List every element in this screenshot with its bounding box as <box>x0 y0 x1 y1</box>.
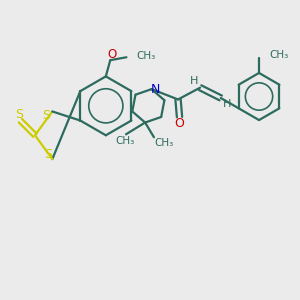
Text: O: O <box>175 117 184 130</box>
Text: CH₃: CH₃ <box>115 136 134 146</box>
Text: H: H <box>222 100 231 110</box>
Text: CH₃: CH₃ <box>154 137 174 148</box>
Text: S: S <box>44 148 52 161</box>
Text: O: O <box>107 48 116 62</box>
Text: CH₃: CH₃ <box>137 51 156 61</box>
Text: S: S <box>15 108 23 121</box>
Text: H: H <box>190 76 198 86</box>
Text: CH₃: CH₃ <box>269 50 289 60</box>
Text: S: S <box>42 110 50 122</box>
Text: N: N <box>150 82 160 96</box>
